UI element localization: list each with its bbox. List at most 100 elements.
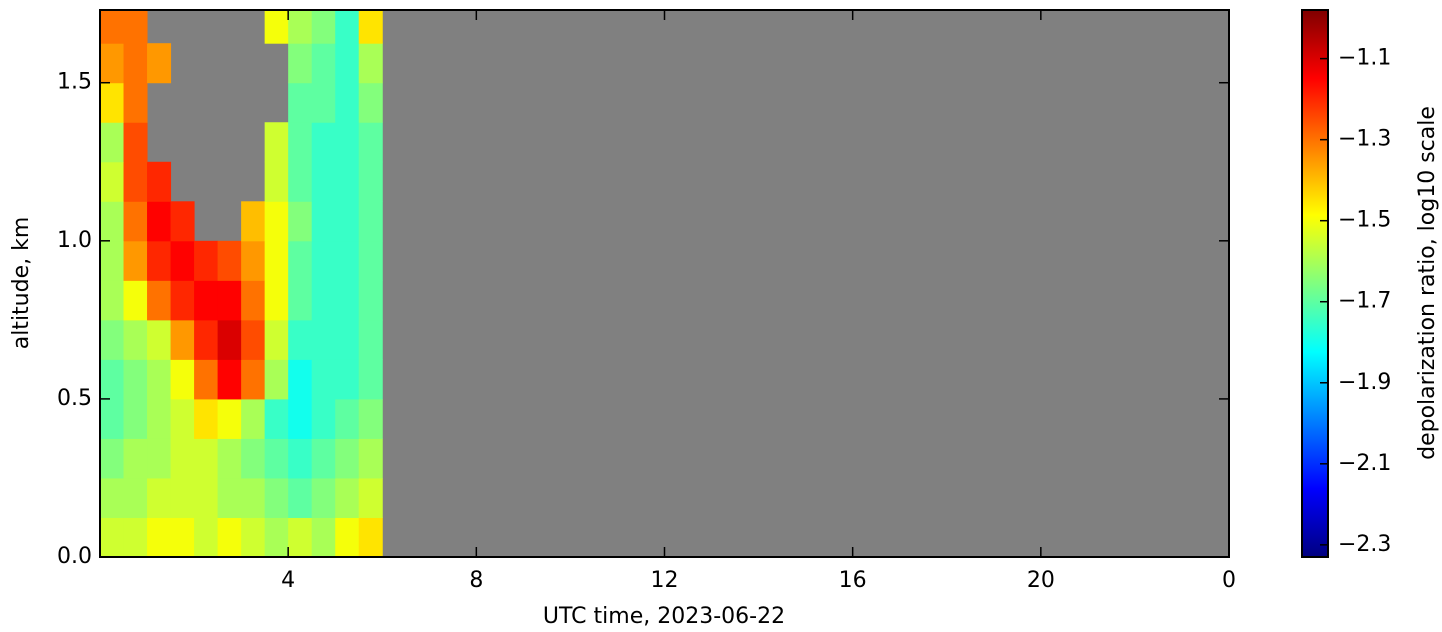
heatmap-cell xyxy=(241,201,266,242)
heatmap-cell xyxy=(147,201,172,242)
heatmap-cell xyxy=(264,10,289,44)
heatmap-cell xyxy=(241,517,266,557)
heatmap-cell xyxy=(311,517,336,557)
heatmap-cell xyxy=(100,82,125,123)
heatmap-cell xyxy=(123,319,148,360)
colorbar-tick-label: −2.1 xyxy=(1338,451,1391,476)
heatmap-cell xyxy=(335,240,360,281)
heatmap-cell xyxy=(123,10,148,44)
heatmap-cell xyxy=(194,517,219,557)
heatmap-cell xyxy=(311,359,336,400)
heatmap-cell xyxy=(123,240,148,281)
heatmap-cell xyxy=(358,319,383,360)
y-tick-label: 1.5 xyxy=(57,70,92,95)
heatmap-cell xyxy=(123,201,148,242)
heatmap-cell xyxy=(288,240,313,281)
heatmap-cell xyxy=(335,438,360,479)
x-tick-label: 4 xyxy=(281,568,295,593)
heatmap-cell xyxy=(241,319,266,360)
heatmap-cell xyxy=(217,240,242,281)
heatmap-cell xyxy=(100,398,125,439)
heatmap-cell xyxy=(311,201,336,242)
x-tick-label: 20 xyxy=(1027,568,1055,593)
heatmap-cell xyxy=(288,280,313,321)
heatmap-cell xyxy=(358,517,383,557)
heatmap-cell xyxy=(358,43,383,84)
heatmap-cell xyxy=(311,43,336,84)
heatmap-cell xyxy=(123,280,148,321)
heatmap-cell xyxy=(241,359,266,400)
colorbar-tick-label: −1.7 xyxy=(1338,289,1391,314)
heatmap-cell xyxy=(264,438,289,479)
heatmap-cell xyxy=(147,280,172,321)
heatmap-cell xyxy=(241,438,266,479)
heatmap-cell xyxy=(311,477,336,518)
heatmap-cell xyxy=(358,122,383,163)
heatmap-cell xyxy=(264,477,289,518)
heatmap-cell xyxy=(147,43,172,84)
heatmap-cell xyxy=(123,359,148,400)
heatmap-cell xyxy=(358,10,383,44)
heatmap-cell xyxy=(100,240,125,281)
heatmap-cell xyxy=(311,122,336,163)
heatmap-cell xyxy=(264,201,289,242)
heatmap-cell xyxy=(170,319,195,360)
heatmap-cell xyxy=(311,161,336,202)
heatmap-cell xyxy=(288,161,313,202)
heatmap-cell xyxy=(147,517,172,557)
heatmap-cell xyxy=(288,10,313,44)
heatmap-cell xyxy=(217,477,242,518)
heatmap-cell xyxy=(335,398,360,439)
colorbar-tick-label: −2.3 xyxy=(1338,532,1391,557)
heatmap-cell xyxy=(335,10,360,44)
heatmap-cell xyxy=(288,438,313,479)
heatmap-cell xyxy=(147,398,172,439)
heatmap-cell xyxy=(264,122,289,163)
heatmap-cell xyxy=(123,82,148,123)
heatmap-cell xyxy=(311,240,336,281)
colorbar-tick-label: −1.1 xyxy=(1338,46,1391,71)
heatmap-cell xyxy=(241,280,266,321)
heatmap-cell xyxy=(100,201,125,242)
heatmap-cell xyxy=(335,82,360,123)
heatmap-cell xyxy=(311,82,336,123)
heatmap-cell xyxy=(194,240,219,281)
heatmap-cell xyxy=(170,438,195,479)
heatmap-cell xyxy=(123,398,148,439)
heatmap-cell xyxy=(358,280,383,321)
heatmap-cell xyxy=(335,280,360,321)
heatmap-cell xyxy=(170,359,195,400)
heatmap-cell xyxy=(264,319,289,360)
heatmap-cell xyxy=(100,161,125,202)
heatmap-cell xyxy=(100,10,125,44)
heatmap-cell xyxy=(288,201,313,242)
heatmap-cell xyxy=(123,122,148,163)
heatmap-cell xyxy=(170,201,195,242)
y-tick-label: 1.0 xyxy=(57,228,92,253)
heatmap-cell xyxy=(170,240,195,281)
heatmap-cell xyxy=(194,398,219,439)
heatmap-cell xyxy=(288,43,313,84)
heatmap-cell xyxy=(100,359,125,400)
heatmap-cell xyxy=(147,161,172,202)
y-axis-label: altitude, km xyxy=(9,217,34,350)
heatmap-cell xyxy=(217,280,242,321)
heatmap-cell xyxy=(170,477,195,518)
heatmap-cell xyxy=(264,359,289,400)
heatmap-cell xyxy=(100,438,125,479)
heatmap-cell xyxy=(288,122,313,163)
heatmap-cell xyxy=(123,161,148,202)
heatmap-cell xyxy=(335,201,360,242)
heatmap-cell xyxy=(147,240,172,281)
colorbar xyxy=(1301,9,1329,558)
x-axis-label: UTC time, 2023-06-22 xyxy=(543,604,785,629)
heatmap-cell xyxy=(170,280,195,321)
heatmap-cell xyxy=(123,477,148,518)
heatmap-cell xyxy=(335,517,360,557)
heatmap-cell xyxy=(241,477,266,518)
heatmap-cell xyxy=(311,280,336,321)
heatmap-cell xyxy=(358,201,383,242)
heatmap-cell xyxy=(147,477,172,518)
